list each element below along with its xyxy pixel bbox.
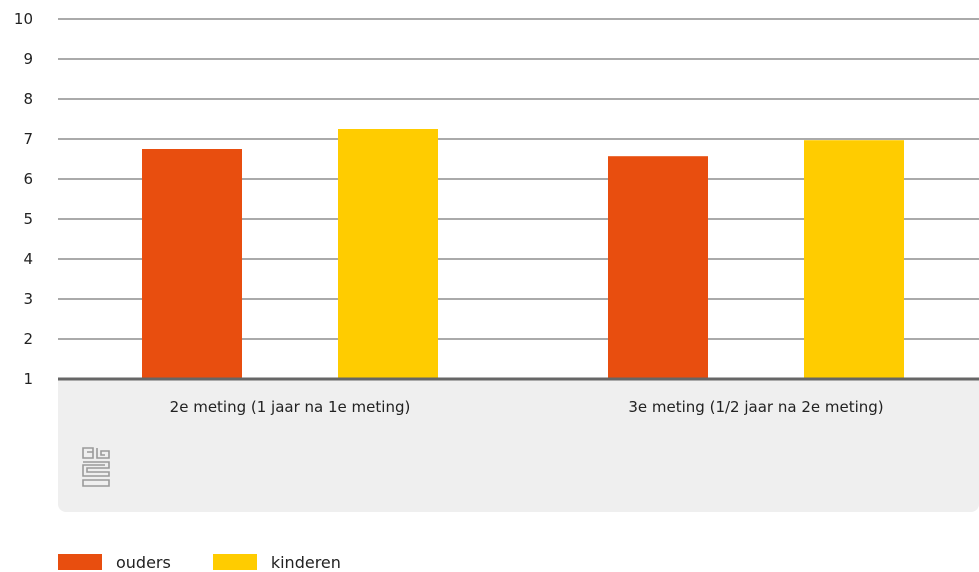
category-label: 2e meting (1 jaar na 1e meting): [170, 398, 411, 416]
bar-ouders-1: [142, 149, 242, 379]
category-label: 3e meting (1/2 jaar na 2e meting): [628, 398, 883, 416]
y-tick-label: 9: [23, 50, 33, 68]
category-panel: [58, 380, 979, 512]
y-tick-label: 8: [23, 90, 33, 108]
y-tick-label: 10: [14, 10, 33, 28]
bars: [142, 129, 904, 379]
y-tick-label: 2: [23, 330, 33, 348]
bar-kinderen-1: [338, 129, 438, 379]
y-tick-label: 4: [23, 250, 33, 268]
legend: ouders kinderen: [58, 552, 383, 572]
legend-label-kinderen: kinderen: [270, 552, 341, 572]
y-tick-label: 6: [23, 170, 33, 188]
legend-item-ouders: ouders: [58, 553, 171, 572]
y-tick-label: 1: [23, 370, 33, 388]
bar-kinderen-2: [804, 140, 904, 379]
legend-item-kinderen: kinderen: [212, 552, 341, 572]
legend-swatch-kinderen: [212, 554, 257, 570]
category-panel-top-fill: [58, 380, 979, 392]
y-axis-ticks: 1 2 3 4 5 6 7 8 9 10: [14, 10, 33, 388]
bar-ouders-2: [608, 156, 708, 379]
legend-swatch-ouders: [58, 554, 102, 570]
legend-label-ouders: ouders: [116, 552, 171, 572]
cbs-logo-icon: [82, 447, 110, 487]
y-tick-label: 5: [23, 210, 33, 228]
category-labels: 2e meting (1 jaar na 1e meting) 3e meting…: [170, 398, 884, 416]
y-tick-label: 7: [23, 130, 33, 148]
y-tick-label: 3: [23, 290, 33, 308]
